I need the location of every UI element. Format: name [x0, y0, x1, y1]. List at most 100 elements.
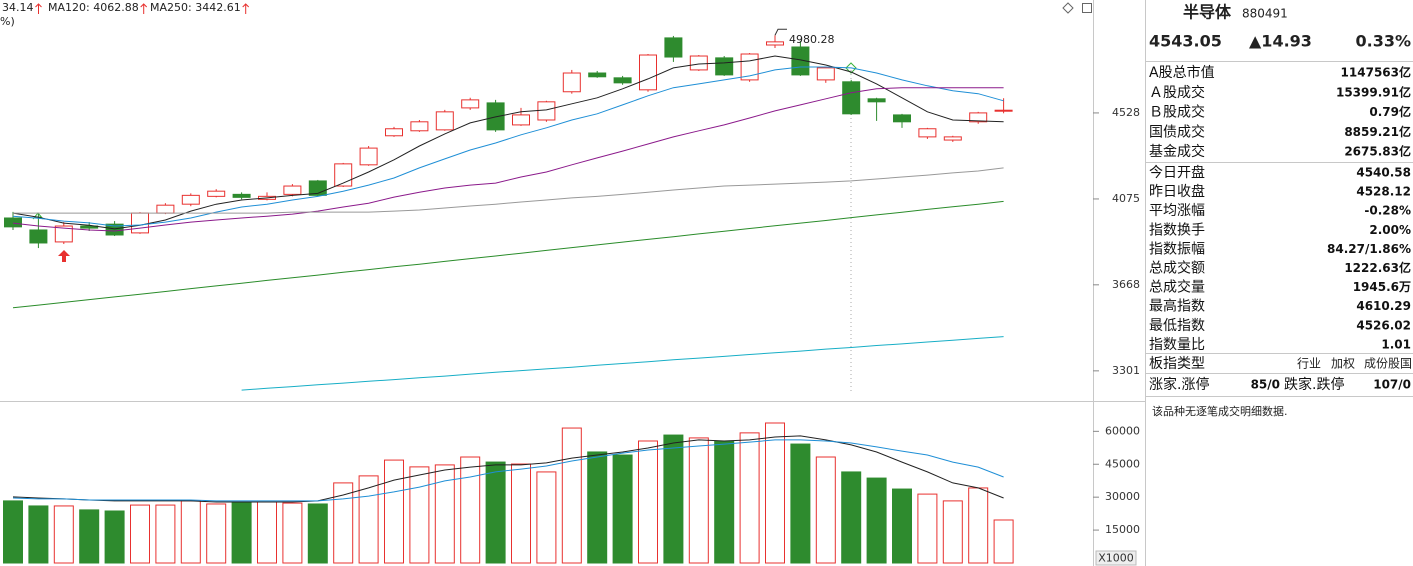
- moving-average-line: [12, 66, 1004, 227]
- breadth-label: 跌家.跌停: [1284, 376, 1344, 393]
- candle-body: [156, 204, 175, 214]
- candle-body: [232, 193, 251, 198]
- volume-bar: [3, 500, 23, 564]
- breadth-value: 107/0: [1373, 378, 1411, 392]
- volume-bar: [104, 510, 125, 564]
- volume-bar: [866, 477, 887, 564]
- candle-body: [867, 98, 886, 103]
- volume-bar: [942, 500, 963, 564]
- moving-average-line: [12, 87, 1004, 232]
- volume-bar: [790, 443, 811, 564]
- volume-bar: [917, 493, 938, 564]
- row-label: 指数量比: [1149, 337, 1205, 353]
- volume-pane: 15000 30000 45000 60000 X1000: [3, 422, 1140, 566]
- unit-label: X1000: [1098, 552, 1134, 565]
- row-label: 板指类型: [1149, 356, 1205, 372]
- row-value: 15399.91亿: [1336, 84, 1411, 99]
- volume-bar: [28, 505, 49, 564]
- candle-body: [537, 101, 556, 121]
- candle-body: [766, 41, 784, 46]
- legend-arrow: [35, 3, 42, 14]
- row-value: 1.01: [1381, 337, 1411, 351]
- legend-arrow: [140, 3, 148, 14]
- quote-panel: 半导体 880491 4543.05 ▲14.93 0.33% A股总市值 1147563亿…: [1146, 3, 1413, 418]
- y-tick-label: 60000: [1105, 424, 1140, 437]
- row-value: -0.28%: [1364, 204, 1411, 218]
- candle-body: [334, 163, 353, 187]
- volume-bar: [155, 504, 176, 564]
- price-pane: 3301 3668 4075 4528 4980.28 34.14 MA120: 4062.…: [0, 1, 1140, 391]
- row-label: 总成交额: [1149, 260, 1205, 277]
- breadth-label: 涨家.涨停: [1149, 376, 1209, 393]
- volume-bar: [206, 503, 227, 564]
- sector-option: 行业: [1297, 357, 1321, 371]
- volume-bar: [714, 440, 735, 564]
- moving-average-line: [12, 200, 1004, 309]
- buy-arrow: [58, 250, 70, 262]
- volume-bar: [688, 437, 709, 564]
- diamond-button[interactable]: [1062, 2, 1074, 14]
- volume-bar: [587, 451, 608, 564]
- row-value: 1222.63亿: [1344, 260, 1411, 275]
- volume-bar: [892, 488, 912, 564]
- y-tick-label: 4528: [1112, 106, 1140, 119]
- breadth-value: 85/0: [1251, 378, 1280, 392]
- moving-average-line: [13, 167, 1004, 214]
- candle-body: [461, 99, 480, 109]
- volume-bar: [841, 471, 862, 564]
- y-tick-label: 15000: [1105, 523, 1140, 536]
- legend-entry: 34.14: [2, 1, 34, 14]
- row-value: 2.00%: [1369, 223, 1411, 237]
- volume-bar: [180, 500, 201, 564]
- volume-bar: [765, 422, 785, 564]
- volume-bar: [968, 487, 989, 564]
- row-value: 4540.58: [1356, 166, 1411, 180]
- legend-fragment: %): [0, 15, 15, 28]
- y-tick-label: 30000: [1105, 490, 1140, 503]
- candle-body: [435, 111, 454, 131]
- panel-note: 该品种无逐笔成交明细数据.: [1152, 404, 1288, 418]
- candle-body: [918, 128, 937, 138]
- high-label: 4980.28: [789, 33, 835, 46]
- row-label: Ａ股成交: [1149, 84, 1205, 101]
- candle-body: [562, 72, 581, 93]
- legend-entry: MA250: 3442.61: [150, 1, 241, 14]
- candle-body: [54, 225, 73, 243]
- window-button[interactable]: [1082, 3, 1092, 13]
- candle-body: [80, 225, 99, 229]
- volume-average-line: [12, 439, 1004, 502]
- candle-body: [639, 54, 657, 91]
- candle-body: [207, 190, 226, 197]
- volume-bar: [663, 434, 684, 564]
- row-label: 昨日收盘: [1149, 183, 1205, 200]
- volume-bar: [130, 504, 150, 564]
- volume-bar: [460, 456, 481, 564]
- row-label: 指数换手: [1149, 221, 1205, 238]
- volume-bar: [739, 432, 760, 564]
- moving-average-line: [12, 55, 1004, 230]
- volume-bar: [638, 440, 658, 564]
- volume-bar: [282, 502, 303, 564]
- row-value: 8859.21亿: [1344, 124, 1411, 139]
- volume-bar: [612, 454, 633, 564]
- y-tick-label: 45000: [1105, 457, 1140, 470]
- row-label: 最低指数: [1149, 318, 1205, 334]
- candle-body: [359, 147, 378, 166]
- row-label: 国债成交: [1149, 123, 1205, 140]
- candle-body: [613, 77, 632, 84]
- candle-body: [512, 114, 530, 126]
- volume-bar: [434, 464, 455, 564]
- legend-arrow: [242, 3, 250, 14]
- volume-bar: [536, 471, 557, 564]
- row-label: 最高指数: [1149, 298, 1205, 315]
- candle-body: [181, 194, 200, 205]
- candle-body: [842, 81, 861, 115]
- candle-body: [816, 67, 835, 81]
- volume-bar: [307, 503, 328, 564]
- candle-body: [994, 109, 1013, 112]
- candle-body: [4, 217, 22, 228]
- index-code: 880491: [1242, 7, 1288, 21]
- sector-option: 成份股国: [1364, 357, 1412, 371]
- row-value: 4528.12: [1356, 185, 1411, 199]
